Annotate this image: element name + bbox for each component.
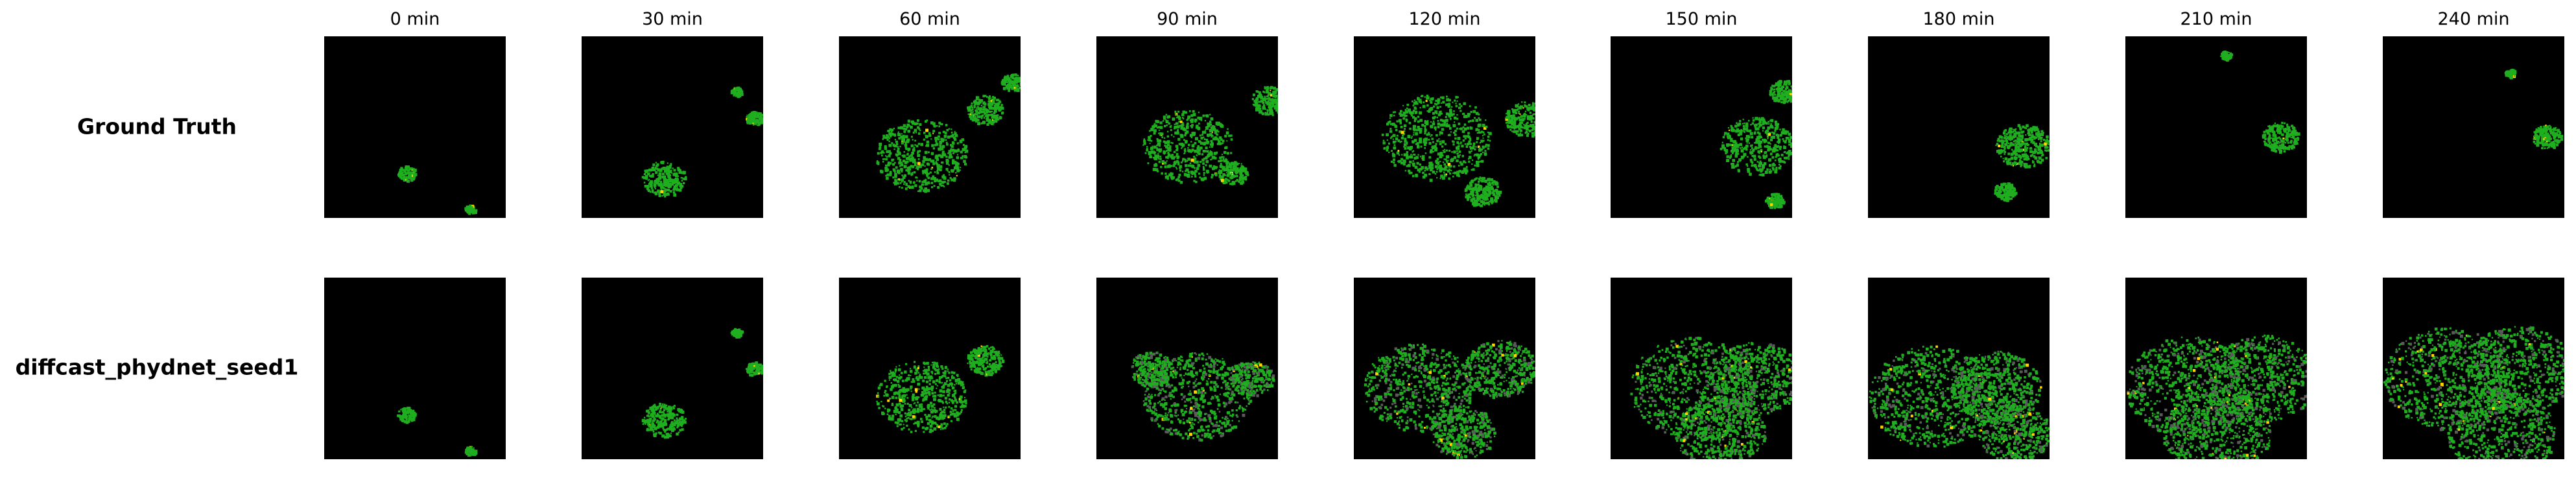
prediction-frame [1354, 278, 1535, 459]
column-title: 210 min [2180, 9, 2252, 29]
ground-truth-frame [2125, 36, 2307, 218]
column-title: 150 min [1665, 9, 1737, 29]
row-label-prediction: diffcast_phydnet_seed1 [16, 355, 299, 380]
column-title: 90 min [1157, 9, 1218, 29]
ground-truth-frame [324, 36, 506, 218]
ground-truth-frame [582, 36, 763, 218]
column-title: 120 min [1408, 9, 1480, 29]
column-title: 180 min [1922, 9, 1994, 29]
ground-truth-frame [839, 36, 1021, 218]
ground-truth-frame [1354, 36, 1535, 218]
ground-truth-frame [1096, 36, 1278, 218]
ground-truth-frame [2383, 36, 2564, 218]
prediction-frame [1096, 278, 1278, 459]
row-label-ground-truth: Ground Truth [77, 114, 237, 139]
prediction-frame [582, 278, 763, 459]
prediction-frame [1611, 278, 1792, 459]
column-title: 240 min [2437, 9, 2509, 29]
prediction-frame [2383, 278, 2564, 459]
prediction-frame [2125, 278, 2307, 459]
ground-truth-frame [1611, 36, 1792, 218]
column-title: 60 min [899, 9, 960, 29]
column-title: 0 min [390, 9, 440, 29]
prediction-frame [324, 278, 506, 459]
column-title: 30 min [642, 9, 703, 29]
ground-truth-frame [1868, 36, 2050, 218]
prediction-frame [839, 278, 1021, 459]
prediction-frame [1868, 278, 2050, 459]
